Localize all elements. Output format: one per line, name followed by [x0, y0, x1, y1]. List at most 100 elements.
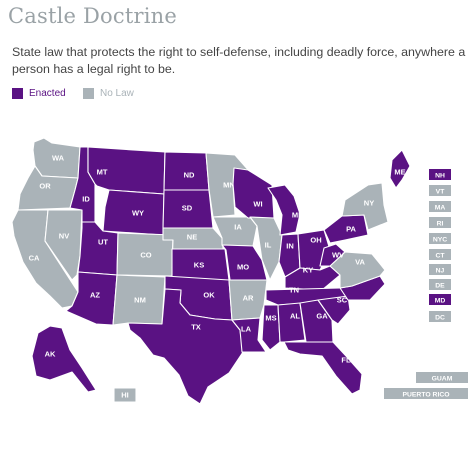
state-label: NY: [364, 199, 374, 208]
small-state-box: [429, 279, 451, 290]
state-va[interactable]: VA: [329, 251, 386, 289]
state-tx[interactable]: TX: [127, 288, 244, 405]
state-ks[interactable]: KS: [171, 248, 230, 281]
state-label: CA: [29, 254, 40, 263]
state-label: HI: [121, 391, 129, 400]
state-fl[interactable]: FL: [283, 341, 363, 395]
state-label: ID: [82, 195, 90, 204]
state-ny[interactable]: NY: [341, 182, 389, 231]
small-state-label: DC: [435, 314, 445, 321]
state-shape: [267, 184, 301, 236]
state-wy[interactable]: WY: [102, 189, 165, 236]
state-label: OH: [310, 236, 321, 245]
state-la[interactable]: LA: [231, 317, 267, 353]
state-label: IA: [234, 223, 242, 232]
state-shape: [283, 341, 363, 395]
state-label: ND: [184, 171, 195, 180]
small-state-box: [429, 201, 451, 212]
territory-label: GUAM: [432, 375, 453, 382]
state-wv[interactable]: WV: [319, 243, 346, 267]
state-ar[interactable]: AR: [228, 279, 268, 321]
small-state-ct[interactable]: CT: [429, 249, 451, 260]
state-pa[interactable]: PA: [323, 214, 369, 244]
small-state-nj[interactable]: NJ: [429, 264, 451, 275]
small-state-box: [429, 311, 451, 322]
state-sc[interactable]: SC: [317, 295, 351, 325]
state-label: PA: [346, 225, 356, 234]
small-state-label: VT: [436, 188, 446, 195]
legend-label-enacted: Enacted: [29, 88, 66, 99]
territory-box: [384, 388, 468, 399]
state-label: MN: [223, 181, 235, 190]
state-label: SC: [337, 296, 348, 305]
small-state-ma[interactable]: MA: [429, 201, 451, 212]
state-shape: [231, 317, 267, 353]
small-state-label: NH: [435, 172, 445, 179]
state-ms[interactable]: MS: [261, 304, 281, 351]
state-sd[interactable]: SD: [162, 189, 214, 229]
state-label: AL: [290, 312, 300, 321]
state-label: NV: [59, 232, 69, 241]
small-state-label: CT: [435, 252, 445, 259]
state-shape: [261, 304, 281, 351]
state-label: IN: [286, 242, 294, 251]
state-label: KS: [194, 261, 204, 270]
small-state-box: [429, 233, 451, 244]
state-label: OR: [39, 182, 51, 191]
small-state-box: [429, 169, 451, 180]
state-shape: [31, 325, 97, 393]
state-label: AR: [243, 294, 254, 303]
state-shape: [228, 279, 268, 321]
small-state-nh[interactable]: NH: [429, 169, 451, 180]
state-shape: [127, 288, 244, 405]
territory-puerto-rico[interactable]: PUERTO RICO: [384, 388, 468, 399]
state-label: WI: [253, 200, 262, 209]
small-state-vt[interactable]: VT: [429, 185, 451, 196]
state-label: AZ: [90, 291, 100, 300]
small-state-box: [429, 249, 451, 260]
small-state-box: [429, 264, 451, 275]
page-title: Castle Doctrine: [8, 4, 178, 28]
territory-box: [416, 372, 468, 383]
state-mi[interactable]: MI: [267, 184, 301, 236]
small-state-dc[interactable]: DC: [429, 311, 451, 322]
territory-guam[interactable]: GUAM: [416, 372, 468, 383]
state-wa[interactable]: WA: [32, 137, 81, 179]
state-me[interactable]: ME: [389, 149, 411, 189]
state-il[interactable]: IL: [249, 216, 283, 281]
small-state-ri[interactable]: RI: [429, 217, 451, 228]
state-shape: [232, 167, 275, 219]
state-label: MS: [265, 314, 276, 323]
small-state-nyc[interactable]: NYC: [429, 233, 451, 244]
small-state-label: NYC: [433, 236, 447, 243]
state-ak[interactable]: AK: [31, 325, 97, 393]
small-state-label: DE: [435, 282, 445, 289]
state-nm[interactable]: NM: [112, 274, 166, 326]
state-al[interactable]: AL: [277, 302, 306, 343]
state-hi[interactable]: HI: [113, 387, 137, 403]
small-state-md[interactable]: MD: [429, 294, 451, 305]
state-label: UT: [98, 238, 108, 247]
state-label: SD: [182, 204, 193, 213]
legend-label-no-law: No Law: [100, 88, 134, 99]
state-label: CO: [140, 251, 151, 260]
small-state-label: MD: [435, 297, 446, 304]
state-label: WV: [332, 251, 344, 260]
state-mt[interactable]: MT: [87, 146, 166, 195]
state-wi[interactable]: WI: [232, 167, 275, 219]
state-shape: [249, 216, 283, 281]
state-shape: [277, 302, 306, 343]
state-label: VA: [355, 258, 365, 267]
state-label: LA: [241, 325, 252, 334]
state-label: IL: [265, 241, 272, 250]
small-state-de[interactable]: DE: [429, 279, 451, 290]
page-description: State law that protects the right to sel…: [12, 45, 466, 76]
small-state-label: MA: [435, 204, 446, 211]
state-label: OK: [203, 291, 215, 300]
state-nd[interactable]: ND: [163, 151, 210, 191]
state-shape: [329, 251, 386, 289]
no-law-swatch: [83, 88, 94, 99]
state-shape: [389, 149, 411, 189]
state-label: GA: [316, 312, 328, 321]
